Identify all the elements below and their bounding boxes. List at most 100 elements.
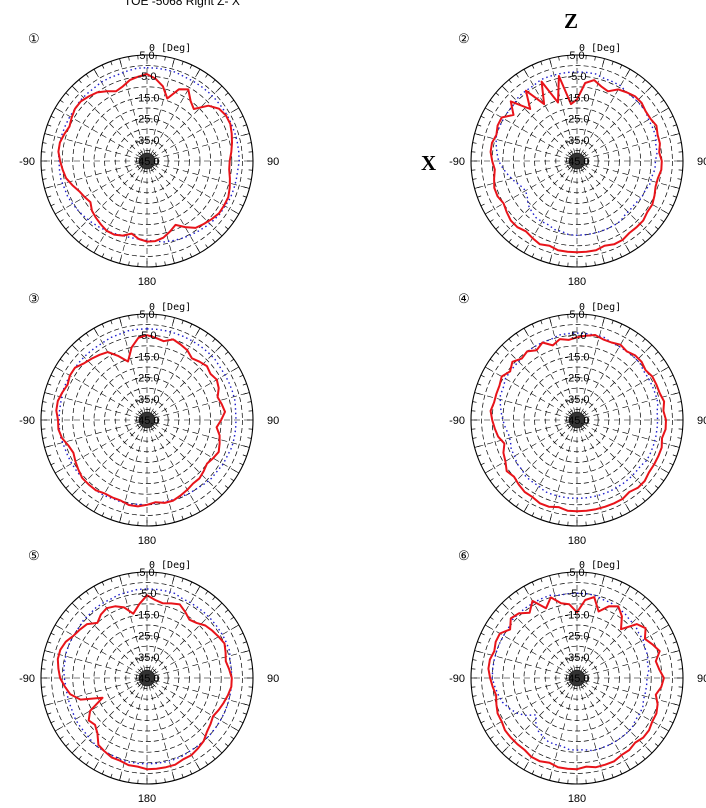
angle-tick [647,231,653,237]
grid-spoke [583,162,680,189]
radial-tick-label: 5.0 [139,309,154,321]
angle-tick [42,142,47,144]
angle-tick [230,478,235,482]
angle-tick [515,73,519,78]
radial-tick-label: -45.0 [134,415,159,427]
angle-tick [515,332,519,337]
radial-tick-label: -25.0 [134,373,159,385]
angle-tick [59,478,64,482]
angle-tick [619,581,623,586]
angle-tick [217,748,223,754]
grid-spoke [119,575,146,672]
radial-tick-label: -25.0 [564,373,589,385]
angle-tick [495,743,500,747]
angle-tick [44,392,51,395]
angle-tick [85,244,89,249]
angle-tick [224,92,229,96]
angle-tick [101,770,105,775]
angle-tick [196,69,201,75]
series-solid-red [56,594,233,771]
angle-tick [626,586,631,592]
angle-tick [602,58,605,65]
angle-tick [515,503,519,508]
angle-tick [489,358,494,362]
angle-tick [523,69,528,75]
grid-spoke [474,421,571,448]
angle-tick [611,578,614,583]
angle-tick [558,261,560,266]
grid-spoke [153,650,250,677]
grid-spoke [578,167,605,264]
angle-tick [212,79,216,84]
angle-tick [181,61,184,66]
angle-tick [531,512,535,517]
angle-tick [189,64,193,69]
grid-spoke [55,681,142,732]
angle-tick [164,56,166,61]
angle-tick [642,596,646,601]
grid-spoke [485,423,572,474]
grid-spoke [71,682,143,754]
grid-spoke [549,317,576,414]
angle-tick [71,85,77,91]
angle-tick [531,770,535,775]
angle-tick [472,437,477,439]
angle-tick [501,344,507,350]
angle-tick [78,79,82,84]
angle-tick [477,195,482,198]
grid-spoke [501,85,573,157]
angle-tick [619,64,623,69]
radial-tick-label: -5.0 [138,330,157,342]
angle-tick [540,578,543,583]
center-hub [138,411,156,429]
angle-tick [474,445,481,448]
angle-tick [212,338,216,343]
angle-tick [59,616,64,620]
angle-tick [660,99,665,103]
angle-tick [495,226,500,230]
angle-tick [224,351,229,355]
grid-spoke [474,162,571,189]
angle-tick [673,186,680,189]
grid-spoke [44,421,141,448]
angle-tick [489,616,494,620]
radial-tick-label: -15.0 [564,351,589,363]
angle-label-90: 90 [267,415,279,427]
grid-spoke [93,69,144,156]
angle-label-0: 0 [Deg] [579,43,621,54]
grid-spoke [55,107,142,158]
angle-tick [501,748,507,754]
angle-label-0: 0 [Deg] [579,560,621,571]
angle-tick [495,92,500,96]
angle-tick [128,520,130,525]
angle-label-90: 90 [697,415,706,427]
angle-tick [224,485,229,489]
polar-plot-5: 5.0 -5.0 -15.0 -25.0 -35.0 -45.0 0 [Deg] 90 180 -… [19,548,279,805]
grid-spoke [523,683,574,770]
angle-tick [669,462,674,466]
angle-tick [230,736,235,740]
angle-tick [224,226,229,230]
radial-tick-label: -45.0 [564,156,589,168]
angle-tick [230,99,235,103]
angle-label-90: 90 [697,673,706,685]
radial-tick-label: 5.0 [139,50,154,62]
angle-tick [472,401,477,403]
angle-tick [181,256,184,261]
angle-tick [611,320,614,325]
grid-spoke [578,58,605,155]
series-solid-red [489,75,663,254]
grid-spoke [151,344,223,416]
angle-tick [85,503,89,508]
angle-tick [642,79,646,84]
angle-tick [50,720,55,724]
series-solid-red [487,596,665,771]
angle-tick [673,703,680,706]
grid-spoke [93,683,144,770]
angle-tick [128,778,130,783]
angle-tick [93,764,98,770]
grid-spoke [93,166,144,253]
angle-tick [594,261,596,266]
angle-tick [93,69,98,75]
angle-tick [205,590,209,595]
